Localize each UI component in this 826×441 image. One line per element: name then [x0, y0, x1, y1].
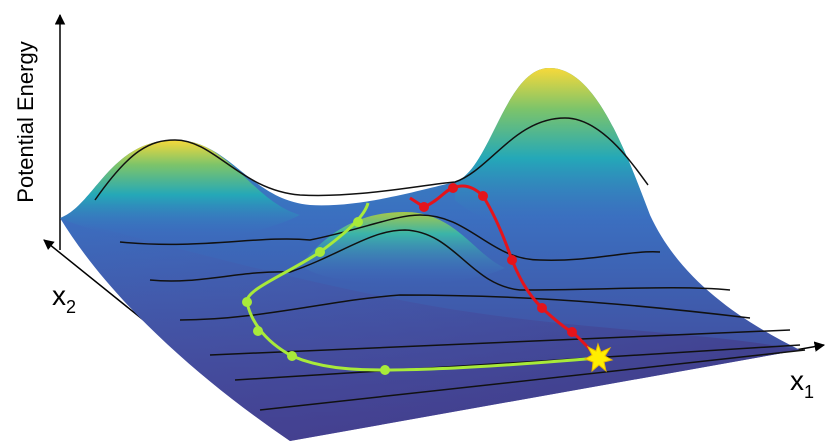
- surface: [60, 67, 806, 441]
- x1-axis-label: x1: [790, 365, 814, 402]
- contours: [94, 117, 806, 411]
- green-path: [242, 202, 599, 375]
- back-peak: [455, 67, 650, 233]
- z-axis-label: Potential Energy: [13, 41, 38, 202]
- path-points: [242, 217, 390, 375]
- red-path: [409, 183, 600, 360]
- path-points: [419, 183, 577, 337]
- label-base: x: [52, 280, 66, 311]
- label-subscript: 2: [66, 297, 76, 317]
- label-subscript: 1: [804, 382, 814, 402]
- x2-axis-label: x2: [52, 280, 76, 317]
- left-peak: [60, 140, 300, 240]
- label-base: x: [790, 365, 804, 396]
- minimum-star: [583, 342, 614, 373]
